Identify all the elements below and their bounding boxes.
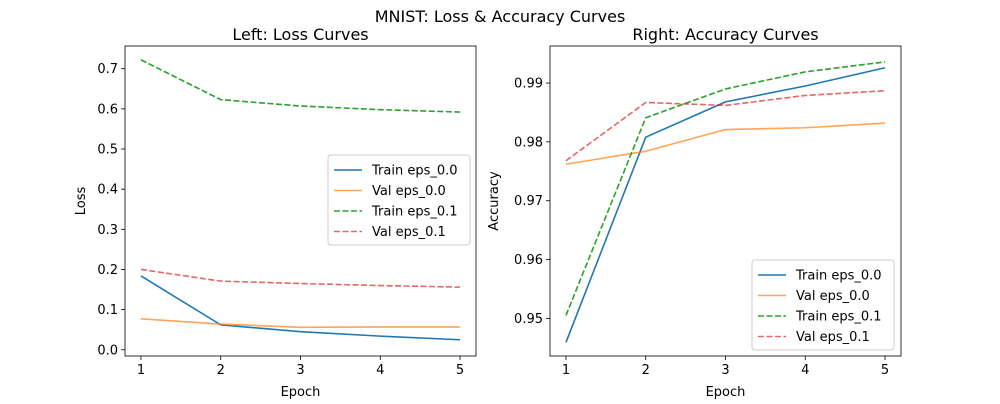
- accuracy-y-axis-label: Accuracy: [487, 171, 502, 231]
- accuracy-y-tick-label: 0.98: [514, 135, 543, 150]
- loss-series-line-2: [140, 318, 461, 329]
- loss-x-tick-label: 2: [217, 363, 225, 378]
- accuracy-x-tick-label: 2: [642, 363, 650, 378]
- loss-legend-label: Val eps_0.0: [372, 184, 446, 199]
- accuracy-x-tick-label: 3: [721, 363, 729, 378]
- accuracy-x-tick-label: 5: [881, 363, 889, 378]
- loss-legend-label: Train eps_0.0: [371, 164, 458, 179]
- accuracy-legend: Train eps_0.0 Val eps_0.0 Train eps_0.1 Val…: [751, 259, 895, 351]
- loss-y-tick-label: 0.7: [97, 62, 118, 77]
- accuracy-series-line-4: [565, 89, 886, 162]
- loss-x-tick-label: 1: [137, 363, 145, 378]
- accuracy-y-tick-label: 0.99: [514, 77, 543, 92]
- loss-y-tick-label: 0.2: [97, 263, 118, 278]
- loss-x-tick-label: 5: [456, 363, 464, 378]
- loss-x-tick-label: 4: [376, 363, 384, 378]
- loss-chart-title: Left: Loss Curves: [232, 25, 368, 44]
- accuracy-legend-label: Val eps_0.1: [796, 330, 870, 345]
- loss-y-tick-label: 0.0: [97, 343, 118, 358]
- loss-series-line-3: [140, 59, 461, 113]
- loss-x-axis-label: Epoch: [281, 385, 321, 400]
- accuracy-series-line-3: [565, 61, 886, 316]
- accuracy-x-tick-label: 1: [562, 363, 570, 378]
- loss-series-line-1: [140, 275, 461, 341]
- accuracy-chart: Right: Accuracy Curves 1 2 3 4 5 0.95 0.96 0.97 0…: [487, 25, 902, 400]
- accuracy-series-line-2: [565, 122, 886, 166]
- accuracy-chart-title: Right: Accuracy Curves: [632, 25, 818, 44]
- loss-y-tick-label: 0.6: [97, 102, 118, 117]
- loss-y-tick-label: 0.4: [97, 183, 118, 198]
- loss-legend-label: Train eps_0.1: [371, 205, 458, 220]
- loss-series-line-4: [140, 268, 461, 288]
- loss-legend-frame: [327, 154, 471, 246]
- loss-legend: Train eps_0.0 Val eps_0.0 Train eps_0.1 Val…: [327, 154, 471, 246]
- accuracy-series-line-1: [565, 66, 886, 343]
- accuracy-x-tick-label: 4: [801, 363, 809, 378]
- loss-chart: Left: Loss Curves 1 2 3 4 5 0.0 0.1 0.2 0.3 0.4 0.5…: [74, 25, 477, 400]
- loss-x-tick-label: 3: [296, 363, 304, 378]
- accuracy-y-tick-label: 0.96: [514, 253, 543, 268]
- figure-suptitle: MNIST: Loss & Accuracy Curves: [375, 7, 626, 26]
- accuracy-x-axis-label: Epoch: [706, 385, 746, 400]
- accuracy-y-tick-label: 0.97: [514, 194, 543, 209]
- accuracy-legend-label: Train eps_0.0: [795, 269, 882, 284]
- accuracy-legend-label: Val eps_0.0: [796, 289, 870, 304]
- loss-y-axis-label: Loss: [74, 187, 89, 216]
- loss-y-tick-label: 0.3: [97, 223, 118, 238]
- accuracy-legend-label: Train eps_0.1: [795, 310, 882, 325]
- loss-legend-label: Val eps_0.1: [372, 225, 446, 240]
- loss-y-tick-label: 0.1: [97, 303, 118, 318]
- loss-y-tick-label: 0.5: [97, 142, 118, 157]
- accuracy-y-tick-label: 0.95: [514, 312, 543, 327]
- accuracy-legend-frame: [751, 259, 895, 351]
